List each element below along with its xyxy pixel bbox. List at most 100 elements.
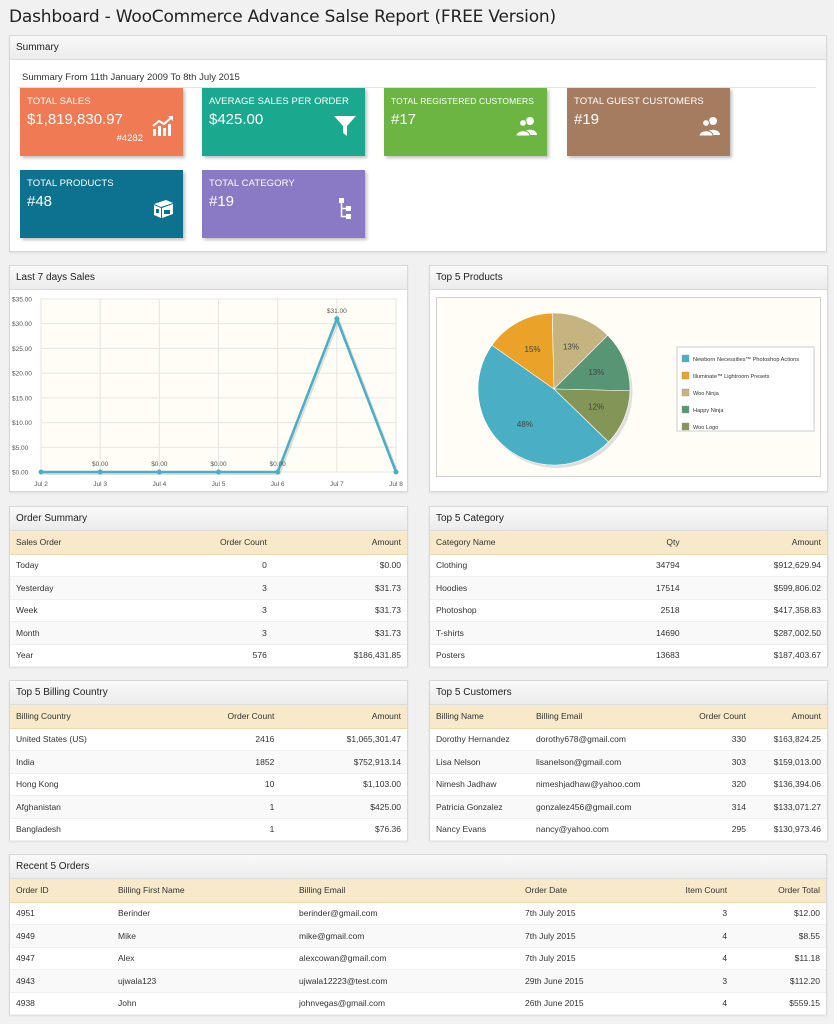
table-cell: 34794 (600, 554, 686, 577)
data-point (393, 469, 399, 475)
order-summary-panel: Order Summary Sales Order Order Count Am… (9, 506, 408, 667)
pie-chart: 48% 15% 13% 13% 12% Newborn Necessities™ Phot… (477, 312, 815, 468)
table-row: Lisa Nelson lisanelson@gmail.com 303 $159,0… (430, 750, 827, 774)
funnel-icon (334, 116, 356, 136)
sitemap-icon (339, 198, 351, 219)
legend-swatch (681, 371, 690, 380)
table-row: T-shirts 14690 $287,002.50 (430, 621, 827, 645)
table-cell: Month (10, 621, 140, 645)
table-cell: 3 (139, 576, 273, 600)
y-tick-label: $30.00 (12, 321, 32, 328)
chart-up-icon (152, 116, 173, 136)
table-row: Clothing 34794 $912,629.94 (430, 554, 827, 577)
table-row: Dorothy Hernandez dorothy678@gmail.com 330… (430, 728, 827, 751)
tile-label: TOTAL GUEST CUSTOMERS (574, 96, 704, 107)
x-tick-label: Jul 7 (330, 481, 344, 488)
x-tick-label: Jul 8 (389, 481, 403, 488)
table-row: Week 3 $31.73 (10, 599, 407, 622)
table-cell: John (112, 992, 293, 1015)
table-cell: 10 (168, 773, 281, 796)
table-cell: 4949 (10, 924, 112, 948)
last-7-days-sales-panel: Last 7 days Sales $0.00 $5.00 $10.00 $15.00… (9, 265, 408, 492)
table-cell: Today (10, 554, 140, 577)
y-tick-label: $0.00 (12, 470, 29, 477)
data-label: $0.00 (92, 461, 109, 468)
table-cell: $287,002.50 (685, 621, 827, 645)
table-cell: Hoodies (430, 576, 601, 600)
table-cell: Posters (430, 644, 601, 667)
users-icon (515, 117, 537, 137)
table-cell: $186,431.85 (272, 644, 407, 667)
column-header: Amount (272, 531, 407, 555)
table-cell: $599,806.02 (685, 576, 827, 600)
top-5-customers-table: Billing Name Billing Email Order Count A… (430, 705, 827, 841)
table-cell: 1852 (168, 750, 281, 774)
table-cell: Dorothy Hernandez (430, 728, 530, 751)
divider (18, 87, 816, 88)
table-row: Year 576 $186,431.85 (10, 644, 407, 667)
tile-value: #17 (391, 111, 417, 128)
top-5-category-table: Category Name Qty Amount Clothing 34794 $9… (430, 531, 827, 667)
table-cell: United States (US) (10, 728, 169, 751)
table-cell: Berinder (112, 902, 293, 925)
column-header: Category Name (430, 531, 601, 555)
table-cell: 330 (677, 728, 752, 751)
table-cell: 4 (640, 924, 734, 948)
page-title: Dashboard - WooCommerce Advance Salse Re… (9, 7, 556, 27)
table-cell: $31.73 (272, 621, 407, 645)
column-header: Item Count (640, 879, 734, 903)
box-icon (154, 200, 173, 218)
summary-panel: Summary Summary From 11th January 2009 T… (9, 35, 827, 252)
top-5-customers-panel: Top 5 Customers Billing Name Billing Ema… (429, 680, 828, 841)
table-cell: 4951 (10, 902, 112, 925)
table-cell: 0 (139, 554, 273, 577)
table-cell: 7th July 2015 (519, 902, 641, 925)
table-cell: $133,071.27 (751, 795, 827, 819)
table-cell: $76.36 (280, 818, 407, 841)
pie-slice (477, 344, 610, 466)
table-cell: $163,824.25 (751, 728, 827, 751)
y-tick-label: $35.00 (12, 297, 32, 304)
recent-orders-table: Order ID Billing First Name Billing Emai… (10, 879, 826, 1015)
table-cell: Year (10, 644, 140, 667)
table-cell: $417,358.83 (685, 599, 827, 622)
table-row: Posters 13683 $187,403.67 (430, 644, 827, 667)
table-row: Patricia Gonzalez gonzalez456@gmail.com 31… (430, 795, 827, 819)
data-point (38, 469, 44, 475)
slice-label: 15% (525, 345, 541, 354)
table-cell: $0.00 (272, 554, 407, 577)
table-row: Month 3 $31.73 (10, 621, 407, 645)
tile-total-category: TOTAL CATEGORY #19 (202, 170, 365, 238)
column-header: Billing Name (430, 705, 530, 729)
table-row: India 1852 $752,913.14 (10, 750, 407, 774)
table-cell: Mike (112, 924, 293, 948)
table-cell: Hong Kong (10, 773, 169, 796)
x-tick-label: Jul 2 (34, 481, 48, 488)
column-header: Order Total (733, 879, 826, 903)
panel-heading: Top 5 Billing Country (10, 681, 407, 705)
table-cell: $1,065,301.47 (280, 728, 407, 751)
table-row: 4951 Berinder berinder@gmail.com 7th July 2… (10, 902, 826, 925)
table-cell: 3 (139, 599, 273, 622)
legend-label: Newborn Necessities™ Photoshop Actions (693, 357, 799, 363)
panel-heading: Recent 5 Orders (10, 855, 826, 879)
table-cell: Week (10, 599, 140, 622)
table-cell: Afghanistan (10, 795, 169, 819)
tile-label: TOTAL REGISTERED CUSTOMERS (391, 96, 535, 106)
table-cell: Nimesh Jadhaw (430, 773, 530, 796)
column-header: Order Count (168, 705, 281, 729)
top-5-products-panel: Top 5 Products 48% 15% 13% 13% 12% Newborn Ne… (429, 265, 828, 492)
legend-swatch (681, 388, 690, 397)
table-row: Yesterday 3 $31.73 (10, 576, 407, 600)
legend-label: Woo Ninja (693, 391, 720, 397)
table-cell: lisanelson@gmail.com (530, 750, 678, 774)
pie-slice (491, 312, 555, 390)
data-point (334, 316, 340, 322)
column-header: Order Count (139, 531, 273, 555)
tile-order-count: #4282 (116, 133, 143, 144)
data-point (156, 469, 162, 475)
table-cell: 2518 (600, 599, 686, 622)
table-cell: $11.18 (733, 947, 826, 970)
tile-value: $425.00 (209, 111, 264, 128)
x-tick-label: Jul 3 (93, 481, 107, 488)
